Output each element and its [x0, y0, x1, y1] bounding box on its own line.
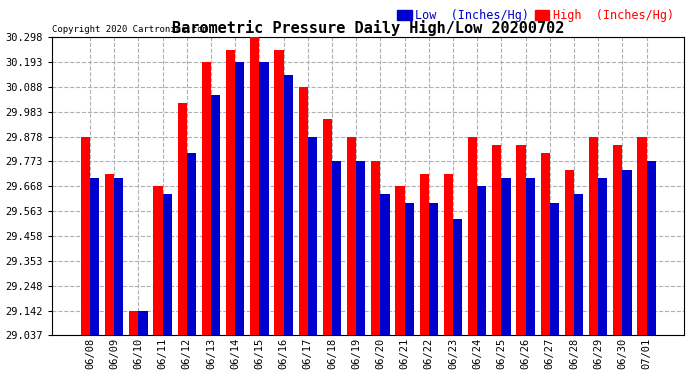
Bar [380, 195, 390, 335]
Bar [332, 161, 341, 335]
Bar [502, 178, 511, 335]
Bar [598, 178, 607, 335]
Bar [211, 95, 220, 335]
Bar [613, 145, 622, 335]
Bar [153, 186, 163, 335]
Bar [589, 136, 598, 335]
Bar [201, 62, 211, 335]
Bar [622, 170, 631, 335]
Bar [647, 161, 656, 335]
Bar [226, 50, 235, 335]
Bar [284, 75, 293, 335]
Bar [177, 103, 187, 335]
Bar [444, 174, 453, 335]
Title: Barometric Pressure Daily High/Low 20200702: Barometric Pressure Daily High/Low 20200… [172, 20, 564, 36]
Bar [468, 136, 477, 335]
Bar [187, 153, 196, 335]
Bar [323, 120, 332, 335]
Bar [129, 310, 139, 335]
Bar [275, 50, 284, 335]
Bar [516, 145, 526, 335]
Bar [250, 37, 259, 335]
Bar [550, 203, 559, 335]
Bar [428, 203, 438, 335]
Bar [259, 62, 268, 335]
Bar [638, 136, 647, 335]
Bar [371, 161, 380, 335]
Bar [574, 195, 583, 335]
Bar [90, 178, 99, 335]
Bar [347, 136, 356, 335]
Bar [477, 186, 486, 335]
Bar [526, 178, 535, 335]
Bar [492, 145, 502, 335]
Bar [356, 161, 366, 335]
Bar [115, 178, 124, 335]
Bar [235, 62, 244, 335]
Legend: Low  (Inches/Hg), High  (Inches/Hg): Low (Inches/Hg), High (Inches/Hg) [393, 4, 678, 27]
Bar [105, 174, 115, 335]
Bar [540, 153, 550, 335]
Bar [139, 310, 148, 335]
Bar [453, 219, 462, 335]
Bar [404, 203, 414, 335]
Bar [81, 136, 90, 335]
Bar [564, 170, 574, 335]
Bar [299, 87, 308, 335]
Text: Copyright 2020 Cartronics.com: Copyright 2020 Cartronics.com [52, 25, 208, 34]
Bar [395, 186, 404, 335]
Bar [308, 136, 317, 335]
Bar [163, 195, 172, 335]
Bar [420, 174, 428, 335]
